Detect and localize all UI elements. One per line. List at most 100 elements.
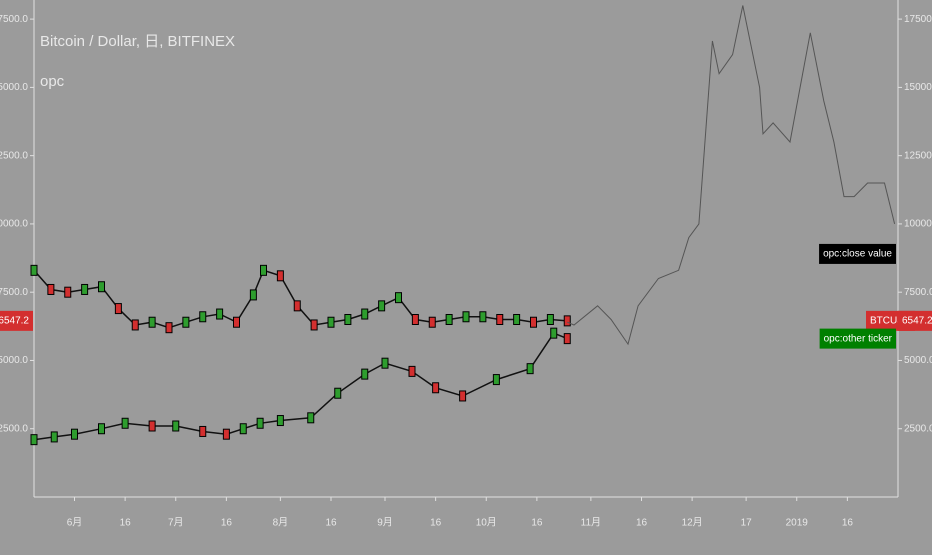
candle (563, 333, 571, 345)
series-label: opc:other ticker (819, 328, 896, 349)
y-tick-label: 10000.0 (0, 219, 28, 230)
x-tick-label: 2019 (786, 518, 809, 529)
candle (256, 417, 264, 429)
y-tick-label: 5000.0 (0, 355, 28, 366)
candle (30, 264, 38, 276)
x-tick-label: 16 (531, 518, 543, 529)
price-label: 6547.2 (898, 310, 932, 331)
candle (199, 425, 207, 437)
series-label-box (819, 328, 896, 349)
candle (165, 322, 173, 334)
candle (307, 412, 315, 424)
y-tick-label: 7500.0 (904, 287, 932, 298)
x-tick-label: 12月 (682, 517, 703, 529)
candle (182, 316, 190, 328)
series-label-text: opc:other ticker (824, 333, 893, 344)
x-tick-label: 16 (636, 518, 648, 529)
x-tick-label: 16 (221, 518, 233, 529)
series-label: opc:close value (819, 243, 896, 264)
y-tick-label: 12500.0 (0, 150, 28, 161)
candle (344, 314, 352, 325)
candle (148, 316, 156, 328)
candle (381, 357, 389, 369)
candle (310, 319, 318, 331)
price-label: 6547.2 (0, 310, 33, 331)
candle (530, 316, 537, 328)
y-tick-label: 2500.0 (904, 423, 932, 434)
x-tick-label: 7月 (168, 517, 184, 529)
candle (249, 289, 257, 301)
x-tick-label: 6月 (67, 517, 83, 529)
candle (47, 283, 55, 295)
price-label-text: 6547.2 (902, 316, 932, 327)
candle (98, 423, 105, 435)
y-tick-label: 5000.0 (904, 355, 932, 366)
candle (327, 316, 335, 328)
x-tick-label: 8月 (273, 517, 289, 529)
y-tick-label: 7500.0 (0, 287, 28, 298)
x-tick-label: 10月 (476, 517, 497, 529)
candle (30, 434, 38, 446)
candle (121, 417, 129, 429)
candle (361, 368, 369, 380)
y-tick-label: 12500.0 (904, 150, 932, 161)
y-tick-label: 2500.0 (0, 423, 28, 434)
price-label-box (0, 310, 33, 331)
candle (276, 415, 284, 427)
candle (411, 314, 419, 325)
y-tick-label: 17500.0 (904, 14, 932, 25)
series-label-box (819, 243, 896, 264)
y-tick-label: 15000.0 (904, 82, 932, 93)
candle (408, 365, 416, 377)
candle (462, 311, 470, 323)
x-tick-label: 16 (430, 518, 442, 529)
candle (293, 300, 301, 312)
candle (114, 303, 122, 315)
series-line (567, 5, 896, 346)
candle (148, 420, 156, 432)
candle (71, 428, 78, 440)
candle (172, 420, 180, 432)
candle (64, 286, 72, 298)
candle (50, 431, 58, 443)
candle (395, 292, 402, 304)
candle (276, 270, 284, 282)
candle (432, 382, 440, 394)
x-tick-label: 17 (741, 518, 753, 529)
candle (378, 300, 386, 312)
candle (459, 390, 467, 402)
candle (563, 315, 571, 327)
chart-title: Bitcoin / Dollar, 日, BITFINEX (40, 33, 235, 50)
y-tick-label: 10000.0 (904, 219, 932, 230)
candle (550, 327, 558, 339)
candle (239, 423, 247, 435)
price-label-box (898, 310, 932, 331)
x-tick-label: 16 (842, 518, 854, 529)
price-label-text: 6547.2 (0, 316, 29, 327)
candle (445, 314, 453, 325)
candle (222, 428, 230, 440)
x-tick-label: 16 (120, 518, 132, 529)
y-tick-label: 15000.0 (0, 82, 28, 93)
candle (361, 308, 369, 320)
indicator-name: opc (40, 73, 65, 90)
candle (546, 314, 554, 325)
candle (98, 281, 105, 293)
series-label-text: opc:close value (823, 249, 892, 260)
candle (131, 319, 139, 331)
candle (513, 314, 521, 325)
candle (233, 316, 240, 328)
candle (260, 264, 267, 276)
candle (216, 308, 224, 320)
candle (428, 316, 436, 328)
series-label-text: BTCUSD (870, 316, 911, 327)
candle (81, 283, 89, 295)
candle (492, 374, 500, 386)
candle (526, 363, 534, 375)
x-tick-label: 9月 (377, 517, 393, 529)
candle (334, 387, 342, 399)
candle (496, 314, 504, 325)
